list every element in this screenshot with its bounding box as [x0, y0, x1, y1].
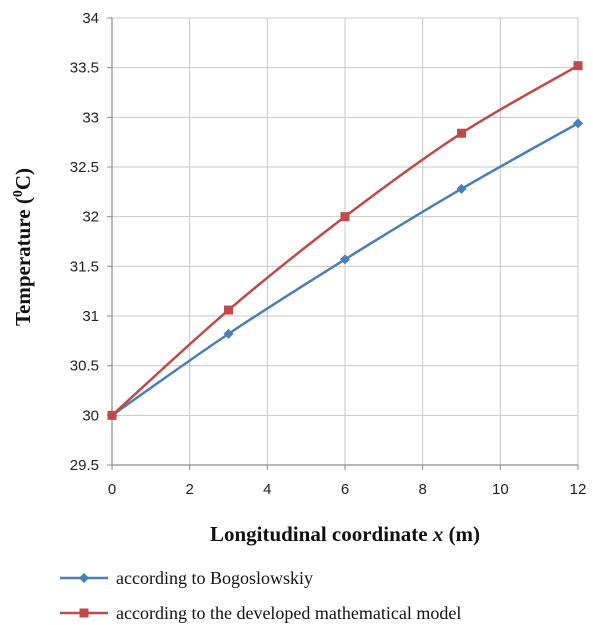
x-tick-label: 10 [492, 481, 509, 498]
legend-item: according to Bogoslowskiy [60, 568, 313, 588]
axes [107, 17, 579, 470]
data-point [457, 128, 466, 138]
data-point [224, 305, 233, 315]
legend-item: according to the developed mathematical … [60, 603, 461, 623]
data-point [573, 61, 583, 71]
y-tick-label: 30 [82, 407, 99, 424]
y-tick-label: 34 [82, 10, 99, 27]
legend-label: according to Bogoslowskiy [116, 568, 313, 588]
x-tick-label: 2 [185, 481, 193, 498]
data-point [340, 212, 350, 222]
x-axis-title-main: Longitudinal coordinate [210, 522, 433, 546]
x-axis-title-unit: (m) [443, 522, 480, 546]
y-tick-label: 33 [82, 109, 99, 126]
data-point [340, 254, 350, 265]
legend: according to Bogoslowskiy according to th… [60, 568, 461, 623]
y-axis-title: Temperature (0C) [11, 168, 35, 326]
x-tick-label: 6 [341, 481, 349, 498]
x-tick-label: 12 [570, 481, 587, 498]
y-tick-label: 30.5 [70, 358, 99, 375]
y-tick-label: 31.5 [70, 258, 99, 275]
y-tick-label: 29.5 [70, 457, 99, 474]
legend-marker [79, 573, 89, 583]
data-point [107, 410, 117, 420]
legend-label: according to the developed mathematical … [116, 603, 461, 623]
y-tick-label: 32 [82, 209, 99, 226]
tick-labels: 29.5 30 30.5 31 31.5 32 32.5 33 33.5 34 0 2 4 6 8 10 12 [70, 10, 587, 498]
y-axis-title-unit: C) [11, 168, 35, 190]
legend-marker [79, 608, 89, 618]
x-tick-label: 8 [418, 481, 426, 498]
data-point [223, 328, 234, 339]
y-tick-label: 33.5 [70, 60, 99, 77]
series-group [107, 61, 583, 421]
y-tick-label: 31 [82, 308, 99, 325]
series-2 [107, 61, 583, 420]
x-tick-label: 4 [263, 481, 271, 498]
x-axis-title-variable: x [432, 522, 444, 546]
x-tick-label: 0 [108, 481, 116, 498]
data-point [573, 118, 583, 129]
data-point [456, 183, 467, 194]
y-axis-title-main: Temperature ( [11, 197, 35, 326]
x-axis-title: Longitudinal coordinate x (m) [210, 522, 480, 546]
grid-lines [112, 17, 579, 465]
y-axis-title-superscript: 0 [11, 190, 26, 197]
y-tick-label: 32.5 [70, 159, 99, 176]
